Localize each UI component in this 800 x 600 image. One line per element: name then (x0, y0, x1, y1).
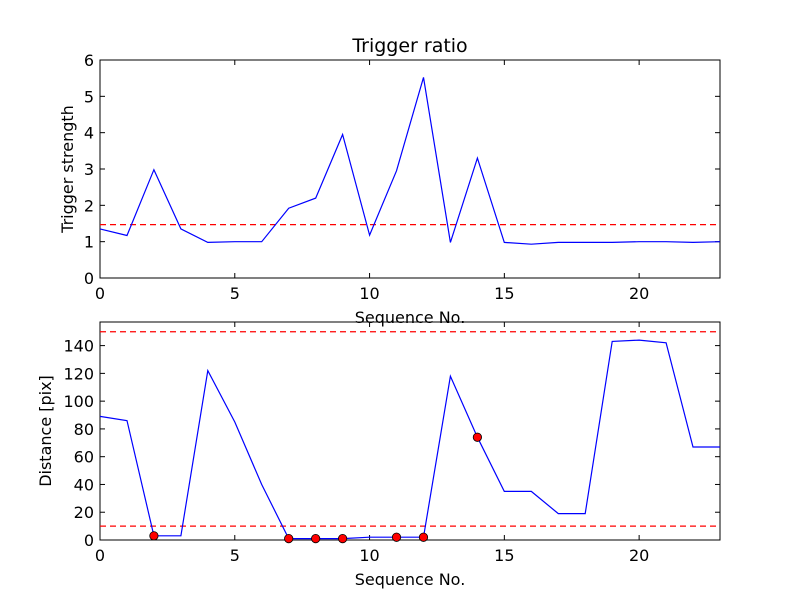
series-line (99, 339, 720, 540)
x-axis-label: Sequence No. (355, 308, 466, 327)
y-tick-label: 40 (74, 475, 94, 494)
x-tick-label: 0 (95, 546, 105, 565)
y-tick-label: 2 (84, 196, 94, 215)
x-tick-label: 5 (230, 546, 240, 565)
y-tick-label: 60 (74, 448, 94, 467)
data-point-marker (284, 534, 294, 544)
x-tick-label: 5 (230, 284, 240, 303)
data-point-marker (149, 531, 159, 541)
x-tick-label: 0 (95, 284, 105, 303)
y-tick-label: 4 (84, 124, 94, 143)
y-axis-label: Distance [pix] (36, 375, 55, 487)
y-tick-label: 100 (63, 392, 94, 411)
x-axis-label: Sequence No. (355, 570, 466, 589)
trigger-ratio-chart: Trigger ratio Sequence No. Trigger stren… (58, 35, 721, 327)
data-point-marker (472, 432, 482, 442)
series-line (99, 77, 721, 245)
y-tick-label: 0 (84, 531, 94, 550)
x-tick-label: 15 (494, 284, 514, 303)
y-axis-label: Trigger strength (58, 105, 77, 234)
data-point-marker (311, 534, 321, 544)
y-tick-label: 120 (63, 364, 94, 383)
y-tick-label: 0 (84, 269, 94, 288)
data-point-marker (338, 534, 348, 544)
x-tick-label: 15 (494, 546, 514, 565)
x-tick-label: 10 (359, 284, 379, 303)
y-tick-label: 5 (84, 87, 94, 106)
plot-frame (99, 321, 721, 541)
x-tick-label: 20 (629, 284, 649, 303)
x-tick-label: 10 (359, 546, 379, 565)
y-tick-label: 80 (74, 420, 94, 439)
distance-chart: Sequence No. Distance [pix] 0 5 10 15 20 0 20 4… (36, 321, 721, 589)
y-tick-label: 1 (84, 233, 94, 252)
data-point-marker (391, 532, 402, 542)
y-tick-label: 140 (63, 337, 94, 356)
plot-frame (99, 59, 721, 279)
x-tick-label: 20 (629, 546, 649, 565)
chart-title: Trigger ratio (351, 35, 467, 57)
y-tick-label: 20 (74, 503, 94, 522)
data-point-marker (418, 532, 429, 542)
y-tick-label: 3 (84, 160, 94, 179)
y-tick-label: 6 (84, 51, 94, 70)
